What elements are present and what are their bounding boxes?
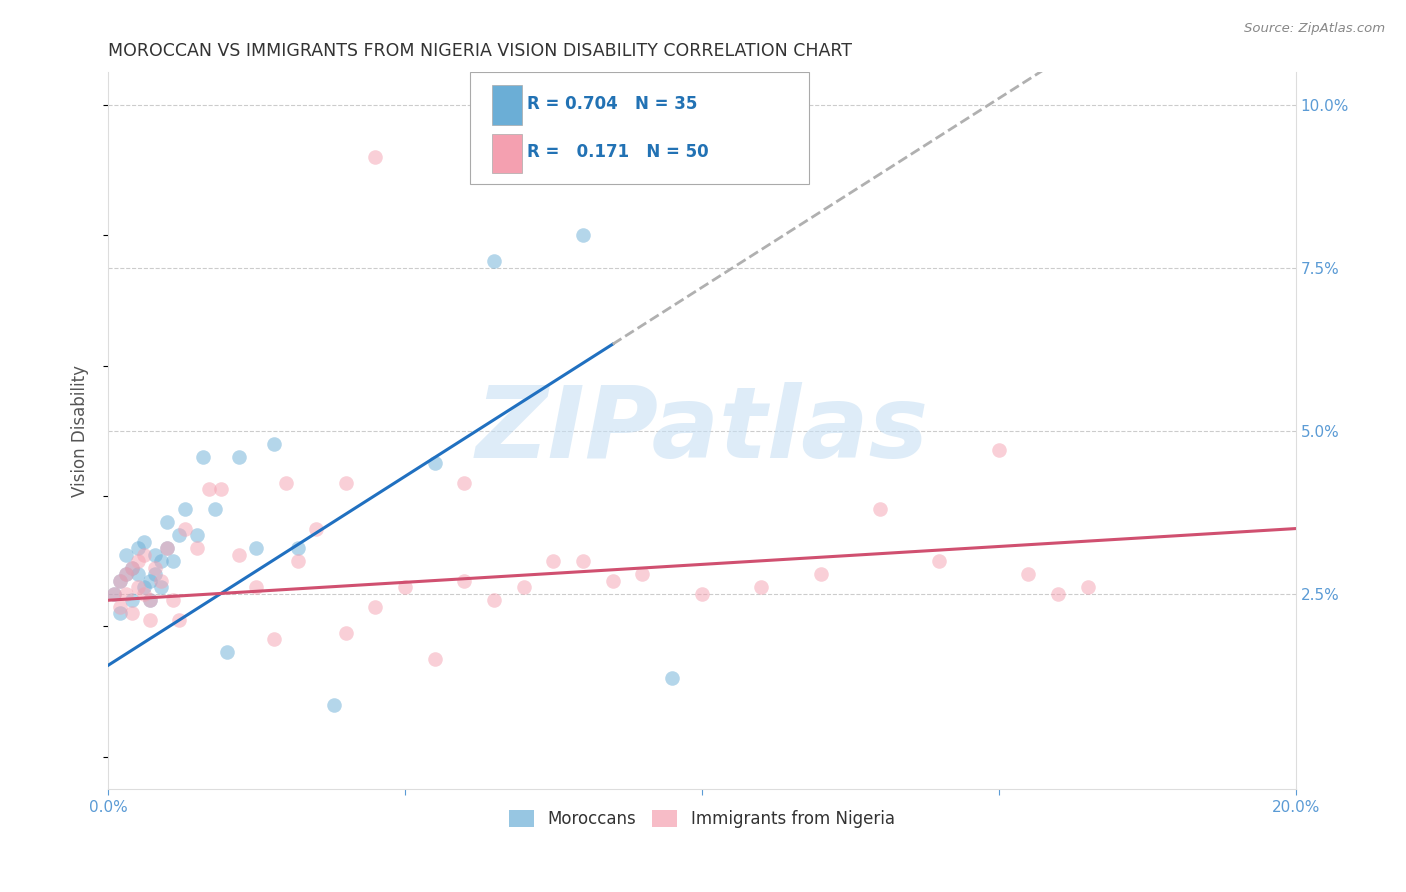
Point (191, 450, 214, 464)
FancyBboxPatch shape (492, 86, 523, 125)
Text: ZIPatlas: ZIPatlas (475, 383, 928, 479)
Point (138, 593, 160, 607)
Point (263, 632, 285, 647)
Point (394, 580, 416, 594)
Point (1077, 580, 1099, 594)
Point (228, 548, 250, 562)
Point (114, 587, 136, 601)
Point (423, 457, 446, 471)
Point (245, 541, 267, 555)
Point (132, 587, 155, 601)
Point (156, 515, 179, 529)
Point (103, 587, 125, 601)
Point (322, 698, 344, 712)
Point (174, 502, 197, 516)
Point (145, 560, 167, 574)
Point (749, 580, 772, 594)
Point (145, 548, 167, 562)
Point (127, 554, 149, 568)
Point (127, 580, 149, 594)
Text: Source: ZipAtlas.com: Source: ZipAtlas.com (1244, 22, 1385, 36)
Point (186, 528, 208, 542)
Point (228, 450, 250, 464)
Point (132, 548, 155, 562)
FancyBboxPatch shape (470, 72, 808, 184)
Point (543, 554, 565, 568)
Point (928, 554, 950, 568)
Point (103, 587, 125, 601)
Point (245, 580, 267, 594)
Point (108, 607, 131, 621)
Point (869, 502, 891, 516)
Point (114, 548, 136, 562)
Point (631, 567, 654, 582)
Point (215, 645, 238, 659)
Point (453, 574, 475, 588)
Point (305, 522, 328, 536)
Point (150, 574, 173, 588)
Point (114, 567, 136, 582)
Point (121, 560, 143, 574)
Point (162, 593, 184, 607)
Text: R = 0.704   N = 35: R = 0.704 N = 35 (527, 95, 697, 112)
Point (335, 625, 357, 640)
Point (287, 541, 309, 555)
Point (335, 475, 357, 490)
Point (572, 554, 595, 568)
Point (364, 150, 387, 164)
Point (186, 541, 208, 555)
Y-axis label: Vision Disability: Vision Disability (72, 365, 89, 497)
Point (661, 672, 683, 686)
Point (276, 475, 298, 490)
Text: MOROCCAN VS IMMIGRANTS FROM NIGERIA VISION DISABILITY CORRELATION CHART: MOROCCAN VS IMMIGRANTS FROM NIGERIA VISI… (108, 42, 852, 60)
Point (108, 574, 131, 588)
Point (132, 580, 155, 594)
Point (167, 613, 190, 627)
Point (810, 567, 832, 582)
Point (150, 554, 173, 568)
Point (482, 254, 505, 268)
Point (482, 593, 505, 607)
Point (121, 560, 143, 574)
Text: R =   0.171   N = 50: R = 0.171 N = 50 (527, 144, 709, 161)
FancyBboxPatch shape (492, 134, 523, 174)
Point (156, 541, 179, 555)
Point (690, 587, 713, 601)
Point (287, 554, 309, 568)
Point (204, 502, 226, 516)
Point (127, 567, 149, 582)
Point (1047, 587, 1070, 601)
Point (453, 475, 475, 490)
Point (138, 574, 160, 588)
Point (121, 607, 143, 621)
Point (167, 528, 190, 542)
Point (156, 541, 179, 555)
Point (174, 522, 197, 536)
Legend: Moroccans, Immigrants from Nigeria: Moroccans, Immigrants from Nigeria (502, 803, 901, 835)
Point (150, 580, 173, 594)
Point (572, 228, 595, 243)
Point (132, 534, 155, 549)
Point (1017, 567, 1039, 582)
Point (127, 541, 149, 555)
Point (364, 599, 387, 614)
Point (423, 652, 446, 666)
Point (138, 593, 160, 607)
Point (121, 593, 143, 607)
Point (263, 437, 285, 451)
Point (108, 599, 131, 614)
Point (108, 574, 131, 588)
Point (512, 580, 534, 594)
Point (114, 567, 136, 582)
Point (138, 613, 160, 627)
Point (602, 574, 624, 588)
Point (162, 554, 184, 568)
Point (209, 483, 232, 497)
Point (198, 483, 221, 497)
Point (987, 443, 1010, 458)
Point (145, 567, 167, 582)
